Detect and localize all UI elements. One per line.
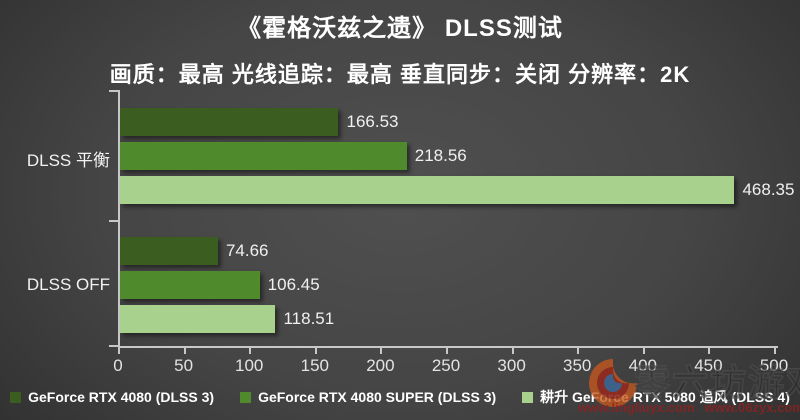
legend-swatch bbox=[522, 391, 534, 403]
x-axis-tick bbox=[380, 348, 383, 354]
plot-area: 166.53 218.56 468.35 74.66 106.45 118.51 bbox=[109, 90, 794, 354]
bar-value-label: 118.51 bbox=[283, 309, 335, 328]
x-axis-tick bbox=[708, 348, 711, 354]
x-axis-tick-label: 350 bbox=[563, 356, 592, 375]
category-axis-tick bbox=[109, 345, 118, 347]
x-axis-tick-label: 400 bbox=[628, 356, 657, 375]
x-axis-tick-label: 0 bbox=[113, 356, 123, 375]
watermark-site-name: 零六坊游戏 bbox=[634, 362, 800, 404]
chart-title: 《霍格沃兹之遗》 DLSS测试 bbox=[237, 15, 563, 42]
category-axis-tick bbox=[109, 90, 118, 92]
bar-value-label: 218.56 bbox=[414, 146, 467, 165]
legend-swatch bbox=[240, 391, 252, 403]
bar bbox=[120, 237, 218, 265]
bar bbox=[120, 271, 260, 299]
legend-label: GeForce RTX 4080 SUPER (DLSS 3) bbox=[258, 389, 497, 405]
x-axis-tick bbox=[249, 348, 252, 354]
legend-label: GeForce RTX 4080 (DLSS 3) bbox=[28, 389, 215, 405]
chart-subtitle: 画质：最高 光线追踪：最高 垂直同步：关闭 分辨率：2K bbox=[109, 62, 691, 87]
bar bbox=[120, 142, 407, 170]
x-axis-tick bbox=[774, 348, 776, 354]
watermark-url-1: www.lingliuyx.com bbox=[578, 400, 695, 415]
category-axis-tick bbox=[109, 220, 118, 222]
category-label: DLSS 平衡 bbox=[26, 151, 110, 170]
x-axis-tick bbox=[446, 348, 448, 354]
bar-value-label: 468.35 bbox=[742, 180, 795, 199]
x-axis-tick bbox=[577, 348, 580, 354]
bar bbox=[120, 305, 276, 333]
x-axis-tick-label: 50 bbox=[174, 356, 194, 375]
bar-value-label: 74.66 bbox=[225, 241, 269, 260]
category-label: DLSS OFF bbox=[26, 275, 110, 294]
watermark-urls: www.lingliuyx.com www.06zyx.com bbox=[578, 400, 800, 415]
x-axis-tick-label: 250 bbox=[431, 356, 461, 375]
x-axis-tick-label: 100 bbox=[235, 356, 264, 375]
x-axis-tick-label: 150 bbox=[300, 356, 329, 375]
bar-value-label: 106.45 bbox=[267, 275, 320, 294]
legend-swatch bbox=[10, 391, 22, 403]
x-axis-tick bbox=[183, 348, 186, 354]
x-axis-tick bbox=[511, 348, 514, 354]
watermark-logo-icon bbox=[589, 359, 637, 407]
bar bbox=[120, 176, 735, 204]
bar-value-label: 166.53 bbox=[346, 112, 399, 131]
x-axis-tick bbox=[314, 348, 317, 354]
x-axis-tick-label: 200 bbox=[366, 356, 395, 375]
legend-item: GeForce RTX 4080 (DLSS 3) bbox=[10, 389, 214, 405]
bar bbox=[120, 108, 339, 136]
x-axis-line bbox=[118, 346, 778, 348]
x-axis-tick bbox=[118, 348, 120, 354]
y-axis-line bbox=[118, 90, 120, 347]
x-axis-tick-label: 300 bbox=[497, 356, 526, 375]
x-axis-tick bbox=[642, 348, 645, 354]
watermark-url-2: www.06zyx.com bbox=[704, 400, 800, 415]
x-axis-tick-label: 450 bbox=[694, 356, 723, 375]
x-axis-tick-label: 500 bbox=[759, 356, 789, 375]
legend-item: GeForce RTX 4080 SUPER (DLSS 3) bbox=[240, 389, 496, 405]
